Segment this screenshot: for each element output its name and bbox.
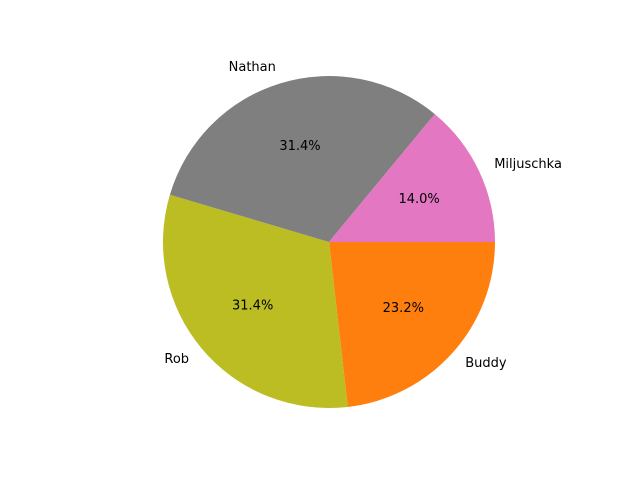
pie-slice-rob bbox=[163, 194, 348, 408]
slice-label-miljuschka: Miljuschka bbox=[494, 157, 562, 172]
slice-label-nathan: Nathan bbox=[229, 60, 276, 75]
slice-percent-rob: 31.4% bbox=[232, 298, 273, 313]
slice-percent-nathan: 31.4% bbox=[279, 139, 320, 154]
labels-layer: Buddy 23.2% Rob 31.4% Nathan 31.4% Miljuschka 1… bbox=[164, 60, 562, 371]
slice-percent-miljuschka: 14.0% bbox=[398, 192, 439, 207]
pie-slice-miljuschka bbox=[329, 114, 495, 242]
slice-percent-buddy: 23.2% bbox=[383, 301, 424, 316]
slices-layer bbox=[163, 76, 495, 408]
slice-label-rob: Rob bbox=[164, 352, 189, 367]
pie-slice-nathan bbox=[169, 76, 435, 242]
slice-label-buddy: Buddy bbox=[465, 356, 507, 371]
pie-slice-buddy bbox=[329, 242, 495, 407]
